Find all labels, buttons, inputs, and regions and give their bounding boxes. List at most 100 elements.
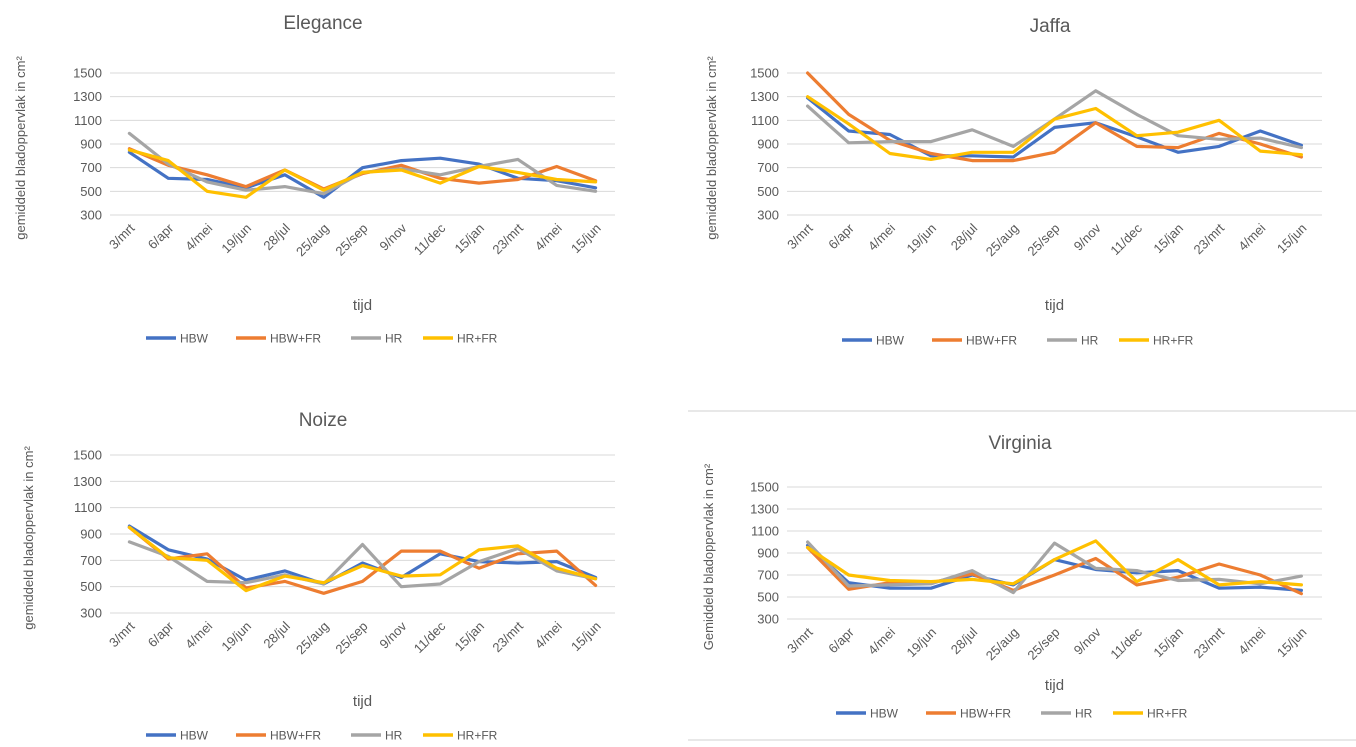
legend-label-hr: HR	[385, 729, 403, 743]
x-tick-label: 23/mrt	[1191, 220, 1228, 257]
legend-label-hbw-fr: HBW+FR	[270, 332, 321, 346]
x-tick-label: 28/jul	[948, 624, 981, 657]
y-tick-label: 900	[80, 527, 102, 542]
legend-label-hr-fr: HR+FR	[457, 729, 498, 743]
y-tick-label: 300	[757, 612, 779, 627]
y-tick-label: 1100	[74, 500, 102, 515]
y-tick-label: 1100	[74, 113, 102, 128]
x-tick-label: 28/jul	[260, 220, 293, 253]
y-tick-label: 1500	[750, 480, 779, 495]
chart-title: Elegance	[283, 13, 362, 34]
legend-label-hbw: HBW	[870, 707, 899, 721]
legend-label-hbw-fr: HBW+FR	[270, 729, 321, 743]
y-tick-label: 1100	[751, 524, 779, 539]
legend-label-hr-fr: HR+FR	[457, 332, 498, 346]
y-tick-label: 900	[757, 546, 779, 561]
legend: HBW HBW+FR HR HR+FR	[836, 707, 1188, 721]
x-tick-label: 9/nov	[1071, 624, 1104, 657]
x-tick-label: 25/sep	[332, 619, 370, 657]
y-tick-label: 700	[757, 160, 779, 175]
y-axis-label: gemiddeld bladoppervlak in cm²	[704, 56, 719, 240]
x-tick-label: 25/aug	[983, 221, 1022, 260]
legend: HBW HBW+FR HR HR+FR	[842, 334, 1194, 348]
x-tick-label: 6/apr	[145, 220, 177, 252]
series-line-hr-fr	[805, 539, 1304, 587]
series-line-hbw-fr	[127, 525, 598, 595]
series-line-hbw-fr	[805, 545, 1304, 596]
legend: HBW HBW+FR HR HR+FR	[146, 332, 498, 346]
x-axis-label: tijd	[353, 693, 372, 710]
x-tick-label: 6/apr	[145, 618, 177, 650]
x-tick-label: 25/aug	[293, 619, 332, 658]
x-tick-label: 6/apr	[825, 220, 857, 252]
x-tick-label: 6/apr	[825, 624, 857, 656]
x-tick-label: 3/mrt	[784, 220, 816, 252]
legend-label-hr: HR	[1081, 334, 1099, 348]
y-tick-label: 900	[757, 137, 779, 152]
x-tick-label: 9/nov	[376, 618, 409, 651]
series-line-hr-fr	[805, 95, 1304, 161]
x-tick-label: 11/dec	[411, 618, 449, 656]
y-axis-label: gemiddeld bladoppervlak in cm²	[13, 56, 28, 240]
y-tick-label: 300	[80, 208, 102, 223]
y-axis-label: Gemiddeld bladoppervlak in cm²	[701, 463, 716, 650]
x-axis-label: tijd	[1045, 297, 1064, 314]
chart-title: Jaffa	[1030, 16, 1071, 37]
legend-label-hbw: HBW	[876, 334, 905, 348]
x-tick-label: 4/mei	[182, 618, 215, 651]
x-tick-label: 15/jan	[1150, 625, 1186, 661]
y-tick-label: 700	[80, 553, 102, 568]
y-tick-label: 300	[80, 606, 102, 621]
x-tick-label: 3/mrt	[106, 220, 138, 252]
x-tick-label: 19/jun	[218, 619, 254, 655]
x-tick-label: 4/mei	[1235, 624, 1268, 657]
chart-elegance: Elegance 300 500 700 900 1100 1300 1500 3/mrt 6/a…	[13, 13, 615, 346]
y-tick-label: 500	[757, 590, 779, 605]
x-tick-label: 15/jan	[1150, 221, 1186, 257]
y-tick-label: 500	[80, 579, 102, 594]
x-tick-label: 11/dec	[411, 220, 449, 258]
x-tick-label: 19/jun	[904, 625, 940, 661]
x-axis-label: tijd	[1045, 677, 1064, 694]
legend-label-hbw-fr: HBW+FR	[966, 334, 1017, 348]
x-tick-label: 19/jun	[904, 221, 940, 257]
x-tick-label: 23/mrt	[489, 618, 526, 655]
x-tick-label: 15/jan	[452, 619, 488, 655]
x-tick-label: 4/mei	[532, 220, 565, 253]
y-tick-label: 700	[757, 568, 779, 583]
chart-title: Noize	[299, 410, 348, 431]
x-tick-label: 15/jan	[452, 221, 488, 257]
x-tick-label: 28/jul	[948, 220, 981, 253]
x-tick-label: 25/aug	[983, 625, 1022, 664]
x-tick-label: 25/sep	[1024, 221, 1062, 259]
x-tick-label: 25/sep	[332, 221, 370, 259]
legend-label-hr-fr: HR+FR	[1147, 707, 1188, 721]
x-tick-label: 23/mrt	[489, 220, 526, 257]
x-tick-label: 11/dec	[1107, 220, 1145, 258]
y-axis-label: gemiddeld bladoppervlak in cm²	[21, 446, 36, 630]
y-tick-label: 300	[757, 208, 779, 223]
x-tick-label: 15/jun	[1274, 625, 1310, 661]
legend-label-hr-fr: HR+FR	[1153, 334, 1194, 348]
x-tick-label: 4/mei	[182, 220, 215, 253]
legend: HBW HBW+FR HR HR+FR	[146, 729, 498, 743]
x-tick-label: 4/mei	[532, 618, 565, 651]
y-tick-label: 1300	[73, 474, 102, 489]
y-tick-label: 500	[757, 184, 779, 199]
x-tick-label: 23/mrt	[1191, 624, 1228, 661]
y-tick-label: 700	[80, 160, 102, 175]
y-tick-label: 1300	[750, 89, 779, 104]
legend-label-hbw: HBW	[180, 332, 209, 346]
x-tick-label: 15/jun	[1274, 221, 1310, 257]
x-tick-label: 4/mei	[865, 220, 898, 253]
x-tick-label: 9/nov	[376, 220, 409, 253]
y-tick-label: 1300	[73, 89, 102, 104]
series-line-hbw	[805, 96, 1304, 159]
x-tick-label: 25/sep	[1024, 625, 1062, 663]
y-tick-label: 900	[80, 137, 102, 152]
y-tick-label: 500	[80, 184, 102, 199]
x-tick-label: 15/jun	[568, 221, 604, 257]
y-tick-label: 1100	[751, 113, 779, 128]
x-tick-label: 25/aug	[293, 221, 332, 260]
